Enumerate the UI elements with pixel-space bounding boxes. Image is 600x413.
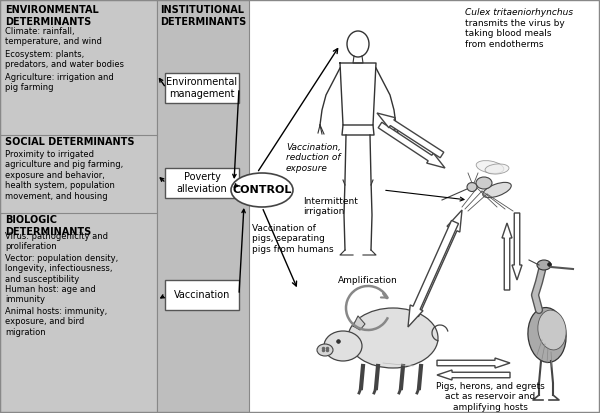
Ellipse shape (467, 183, 477, 192)
Text: Ecosystem: plants,
predators, and water bodies: Ecosystem: plants, predators, and water … (5, 50, 124, 69)
Text: transmits the virus by
taking blood meals
from endotherms: transmits the virus by taking blood meal… (465, 19, 565, 49)
Polygon shape (437, 370, 510, 380)
Text: CONTROL: CONTROL (232, 185, 292, 195)
Text: Vaccination,
reduction of
exposure: Vaccination, reduction of exposure (286, 143, 341, 173)
Ellipse shape (324, 331, 362, 361)
Text: Poverty
alleviation: Poverty alleviation (176, 172, 227, 194)
Polygon shape (377, 113, 444, 158)
Text: Climate: rainfall,
temperature, and wind: Climate: rainfall, temperature, and wind (5, 27, 102, 46)
Polygon shape (353, 316, 365, 330)
Ellipse shape (537, 260, 551, 270)
Ellipse shape (476, 177, 492, 189)
Text: ENVIRONMENTAL
DETERMINANTS: ENVIRONMENTAL DETERMINANTS (5, 5, 99, 26)
Text: Agriculture: irrigation and
pig farming: Agriculture: irrigation and pig farming (5, 73, 114, 93)
Polygon shape (502, 223, 512, 290)
Bar (0, 0, 157, 413)
FancyBboxPatch shape (165, 168, 239, 198)
Ellipse shape (538, 310, 566, 350)
Text: Amplification: Amplification (338, 276, 398, 285)
Text: Intermittent
irrigation: Intermittent irrigation (303, 197, 358, 216)
FancyBboxPatch shape (165, 280, 239, 310)
FancyBboxPatch shape (165, 73, 239, 103)
Ellipse shape (476, 161, 504, 173)
Text: Virus: pathogenicity and
proliferation: Virus: pathogenicity and proliferation (5, 232, 108, 252)
Text: Human host: age and
immunity: Human host: age and immunity (5, 285, 96, 304)
Text: Pigs, herons, and egrets
act as reservoir and
amplifying hosts: Pigs, herons, and egrets act as reservoi… (436, 382, 544, 412)
Ellipse shape (483, 183, 511, 198)
Ellipse shape (231, 173, 293, 207)
Text: Culex tritaeniorhynchus: Culex tritaeniorhynchus (465, 8, 573, 17)
Text: Vaccination of
pigs, separating
pigs from humans: Vaccination of pigs, separating pigs fro… (252, 224, 334, 254)
Ellipse shape (347, 31, 369, 57)
Text: Environmental
management: Environmental management (166, 77, 238, 99)
Text: SOCIAL DETERMINANTS: SOCIAL DETERMINANTS (5, 137, 134, 147)
Polygon shape (437, 358, 510, 368)
Polygon shape (512, 213, 522, 280)
Ellipse shape (528, 308, 566, 363)
Polygon shape (412, 210, 462, 317)
Text: Vector: population density,
longevity, infectiousness,
and susceptibility: Vector: population density, longevity, i… (5, 254, 118, 284)
Ellipse shape (348, 308, 438, 368)
Text: BIOLOGIC
DETERMINANTS: BIOLOGIC DETERMINANTS (5, 215, 91, 237)
Text: Animal hosts: immunity,
exposure, and bird
migration: Animal hosts: immunity, exposure, and bi… (5, 307, 107, 337)
Ellipse shape (317, 344, 333, 356)
Text: INSTITUTIONAL
DETERMINANTS: INSTITUTIONAL DETERMINANTS (160, 5, 246, 26)
Polygon shape (408, 221, 458, 327)
Text: Vaccination: Vaccination (174, 290, 230, 300)
Text: Proximity to irrigated
agriculture and pig farming,
exposure and behavior,
healt: Proximity to irrigated agriculture and p… (5, 150, 123, 201)
Ellipse shape (485, 164, 509, 174)
Polygon shape (378, 122, 445, 168)
Bar (157, 0, 249, 413)
